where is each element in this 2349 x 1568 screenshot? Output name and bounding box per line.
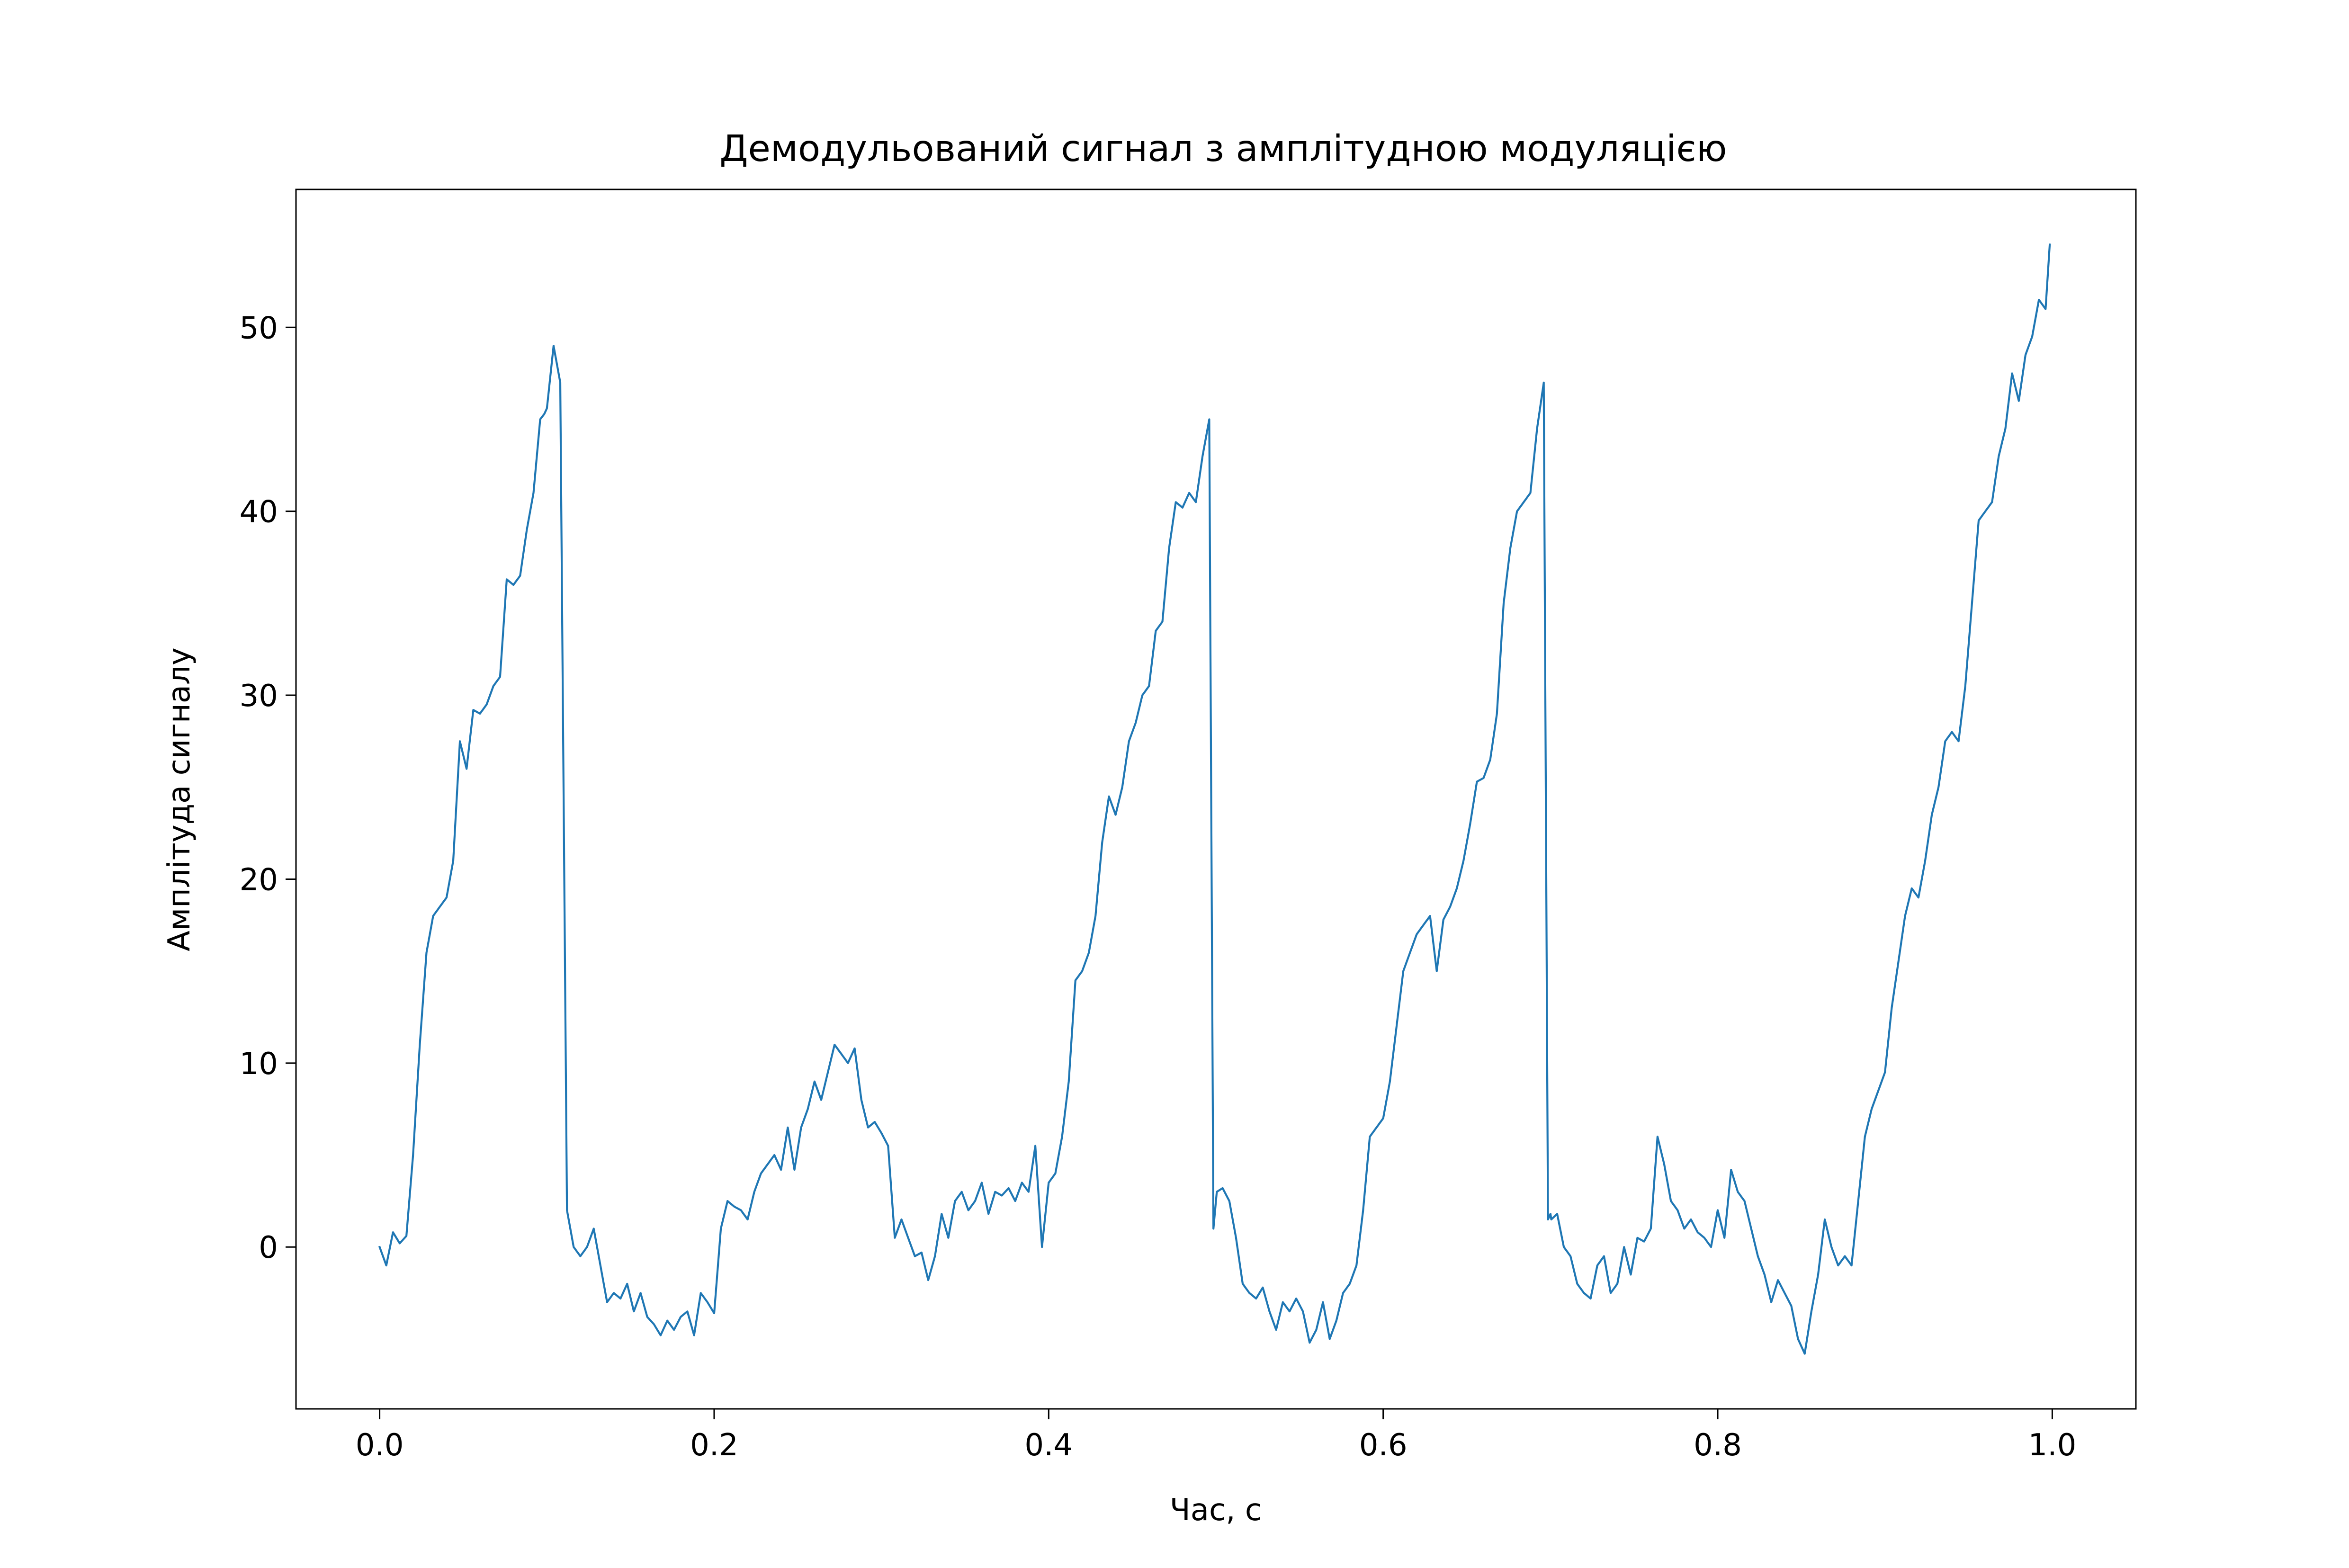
chart-title: Демодульований сигнал з амплітудною моду… xyxy=(719,128,1727,170)
y-tick-label: 20 xyxy=(240,862,278,897)
x-tick-label: 0.8 xyxy=(1694,1428,1742,1463)
y-axis-ticks: 0 10 20 30 40 50 xyxy=(240,311,296,1265)
y-tick-label: 50 xyxy=(240,311,278,346)
x-tick-label: 0.6 xyxy=(1359,1428,1408,1463)
y-tick-label: 40 xyxy=(240,495,278,530)
plot-area-frame xyxy=(295,188,2137,1410)
y-axis-label: Амплітуда сигналу xyxy=(162,647,197,951)
y-tick-label: 10 xyxy=(240,1047,278,1082)
x-axis-ticks: 0.0 0.2 0.4 0.6 0.8 1.0 xyxy=(356,1409,2077,1463)
x-axis-label: Час, с xyxy=(1170,1493,1262,1528)
x-tick-label: 1.0 xyxy=(2028,1428,2077,1463)
y-tick-label: 30 xyxy=(240,679,278,714)
series-line-demodulated xyxy=(378,243,2051,1355)
series-layer xyxy=(378,243,2051,1355)
y-tick-label: 0 xyxy=(259,1230,278,1265)
x-tick-label: 0.0 xyxy=(356,1428,404,1463)
x-tick-label: 0.2 xyxy=(690,1428,738,1463)
x-tick-label: 0.4 xyxy=(1024,1428,1073,1463)
